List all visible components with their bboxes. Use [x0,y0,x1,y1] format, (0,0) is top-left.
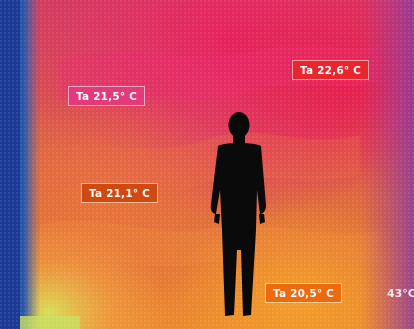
temperature-label: Ta 20,5° C [265,283,343,303]
temperature-label: Ta 22,6° C [292,60,370,80]
temperature-label: Ta 21,1° C [81,183,159,203]
person-silhouette [210,112,266,316]
temperature-label: Ta 21,5° C [68,86,146,106]
edge-temperature-readout: 43°C [387,287,414,300]
